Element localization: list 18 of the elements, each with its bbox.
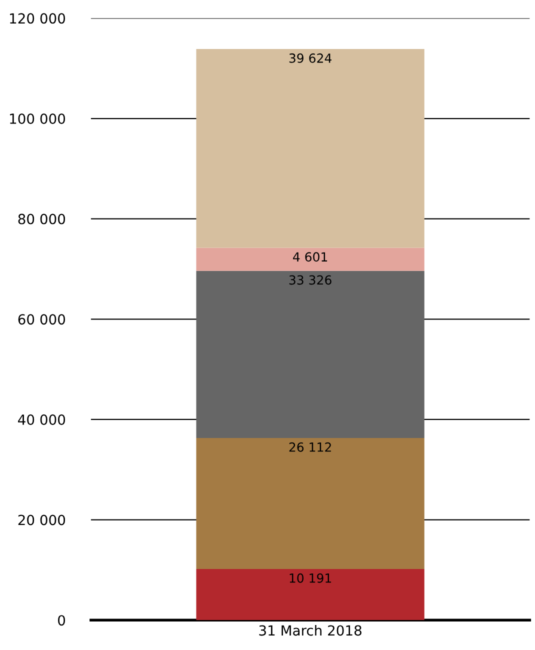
y-tick-label: 20 000 [18, 514, 66, 526]
data-label: 4 601 [293, 252, 328, 262]
y-tick-label: 40 000 [18, 414, 66, 425]
y-tick-label: 80 000 [18, 214, 66, 224]
data-label: 26 112 [289, 442, 331, 452]
bar [196, 270, 424, 438]
bar [196, 248, 424, 271]
x-tick-label: 31 March 2018 [259, 624, 362, 636]
y-tick-label: 60 000 [18, 314, 66, 325]
y-tick-label: 0 [58, 615, 66, 626]
bar [196, 438, 424, 569]
bar [196, 49, 424, 248]
y-tick-label: 120 000 [10, 13, 66, 24]
data-label: 33 326 [289, 275, 332, 285]
data-label: 39 624 [289, 53, 332, 63]
bar [196, 568, 424, 620]
data-label: 10 191 [290, 573, 332, 583]
y-tick-label: 100 000 [10, 113, 66, 124]
